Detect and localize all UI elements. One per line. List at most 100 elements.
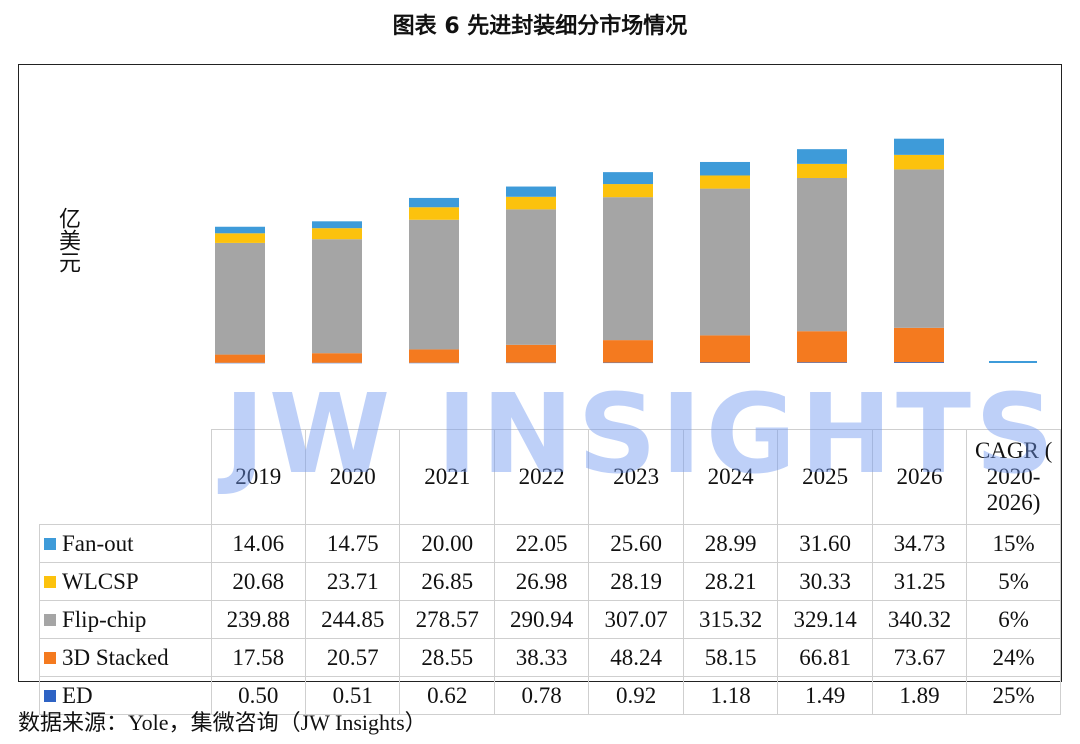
table-cell: 14.75 xyxy=(304,524,401,563)
table-cell: 0.92 xyxy=(588,676,684,715)
bar-ed-2019 xyxy=(215,362,265,364)
year-label-2022: 2022 xyxy=(493,429,590,525)
table-cell: 34.73 xyxy=(871,524,968,563)
bar-ed-2021 xyxy=(409,362,459,364)
bar-wlcsp-2024 xyxy=(700,175,750,189)
year-label-2024: 2024 xyxy=(682,429,779,525)
table-cell: 28.99 xyxy=(682,524,779,563)
table-row: Flip-chip 239.88 244.85 278.57 290.94 307.07 3… xyxy=(39,600,1061,639)
y-axis-label: 亿美元 xyxy=(55,207,80,273)
table-cell: 239.88 xyxy=(210,600,306,639)
bar-wlcsp-2021 xyxy=(409,207,459,220)
bar-3d-stacked-2019 xyxy=(215,354,265,363)
table-cell: 1.89 xyxy=(871,676,968,715)
year-label-2020: 2020 xyxy=(304,429,401,525)
series-label: Fan-out xyxy=(39,524,212,563)
table-cell: 17.58 xyxy=(210,638,306,677)
table-cell: 0.62 xyxy=(399,676,495,715)
legend-swatch xyxy=(44,651,56,664)
table-corner xyxy=(39,429,212,525)
data-table: 2019 2020 2021 2022 2023 2024 2025 2026 CAGR ( 2… xyxy=(39,429,1061,715)
bar-ed-2026 xyxy=(894,362,944,363)
table-cell: 22.05 xyxy=(493,524,590,563)
bar-flip-chip-2019 xyxy=(215,242,265,355)
table-cell: 26.85 xyxy=(399,562,495,601)
bar-flip-chip-2022 xyxy=(506,209,556,345)
legend-swatch xyxy=(44,613,56,626)
table-cell: 31.60 xyxy=(777,524,873,563)
bar-wlcsp-2023 xyxy=(603,184,653,198)
table-cell: 244.85 xyxy=(304,600,401,639)
bar-ed-2025 xyxy=(797,362,847,363)
bar-wlcsp-2025 xyxy=(797,163,847,178)
bar-3d-stacked-2021 xyxy=(409,349,459,363)
table-cell: 23.71 xyxy=(304,562,401,601)
table-cell: 307.07 xyxy=(588,600,684,639)
cagr-cell: 24% xyxy=(966,638,1061,677)
table-cell: 0.51 xyxy=(304,676,401,715)
bar-fan-out-2026 xyxy=(894,138,944,155)
table-row: ED 0.50 0.51 0.62 0.78 0.92 1.18 1.49 1.89 25% xyxy=(39,676,1061,715)
cagr-cell: 5% xyxy=(966,562,1061,601)
bar-flip-chip-2020 xyxy=(312,239,362,354)
year-label-2026: 2026 xyxy=(871,429,968,525)
bar-wlcsp-2020 xyxy=(312,228,362,240)
series-label: ED xyxy=(39,676,212,715)
bar-ed-2020 xyxy=(312,362,362,364)
table-cell: 278.57 xyxy=(399,600,495,639)
table-cell: 28.19 xyxy=(588,562,684,601)
bar-fan-out-2023 xyxy=(603,172,653,185)
table-cell: 28.21 xyxy=(682,562,779,601)
table-cell: 315.32 xyxy=(682,600,779,639)
series-name: Flip-chip xyxy=(62,606,147,632)
series-name: 3D Stacked xyxy=(62,644,169,670)
cagr-cell: 25% xyxy=(966,676,1061,715)
table-cell: 0.50 xyxy=(210,676,306,715)
bar-flip-chip-2025 xyxy=(797,177,847,332)
table-cell: 290.94 xyxy=(493,600,590,639)
chart-frame: 亿美元 2019 2020 2021 2022 2023 2024 2025 2026 CAGR… xyxy=(18,64,1062,715)
table-cell: 26.98 xyxy=(493,562,590,601)
table-cell: 58.15 xyxy=(682,638,779,677)
legend-swatch xyxy=(44,689,56,702)
cagr-cell: 15% xyxy=(966,524,1061,563)
stacked-bar-plot xyxy=(215,138,1037,364)
table-header-row: 2019 2020 2021 2022 2023 2024 2025 2026 CAGR ( 2… xyxy=(39,429,1061,525)
series-label: 3D Stacked xyxy=(39,638,212,677)
cagr-header: CAGR ( 2020-2026) xyxy=(966,429,1061,525)
table-row: 3D Stacked 17.58 20.57 28.55 38.33 48.24 58.15… xyxy=(39,638,1061,677)
cagr-cell: 6% xyxy=(966,600,1061,639)
table-cell: 66.81 xyxy=(777,638,873,677)
table-cell: 31.25 xyxy=(871,562,968,601)
table-cell: 1.49 xyxy=(777,676,873,715)
table-cell: 0.78 xyxy=(493,676,590,715)
bar-3d-stacked-2025 xyxy=(797,331,847,363)
bar-flip-chip-2023 xyxy=(603,197,653,341)
table-cell: 329.14 xyxy=(777,600,873,639)
bar-ed-2023 xyxy=(603,362,653,364)
bar-wlcsp-2026 xyxy=(894,154,944,170)
year-label-2025: 2025 xyxy=(777,429,873,525)
table-cell: 28.55 xyxy=(399,638,495,677)
legend-swatch xyxy=(44,575,56,588)
year-label-2019: 2019 xyxy=(210,429,306,525)
bar-fan-out-2020 xyxy=(312,221,362,229)
bar-ed-2024 xyxy=(700,362,750,363)
table-cell: 340.32 xyxy=(871,600,968,639)
figure-title: 图表 6 先进封装细分市场情况 xyxy=(392,14,688,39)
table-cell: 20.57 xyxy=(304,638,401,677)
table-cell: 30.33 xyxy=(777,562,873,601)
series-name: ED xyxy=(62,682,93,708)
bar-3d-stacked-2024 xyxy=(700,335,750,363)
legend-swatch xyxy=(44,537,56,550)
table-cell: 1.18 xyxy=(682,676,779,715)
bar-fan-out-2019 xyxy=(215,226,265,234)
bar-3d-stacked-2023 xyxy=(603,340,653,363)
bar-3d-stacked-2020 xyxy=(312,353,362,363)
cagr-key-stub xyxy=(989,361,1037,363)
bar-fan-out-2025 xyxy=(797,149,847,164)
bar-flip-chip-2021 xyxy=(409,219,459,350)
bar-wlcsp-2019 xyxy=(215,233,265,243)
series-name: Fan-out xyxy=(62,530,134,556)
series-name: WLCSP xyxy=(62,568,139,594)
